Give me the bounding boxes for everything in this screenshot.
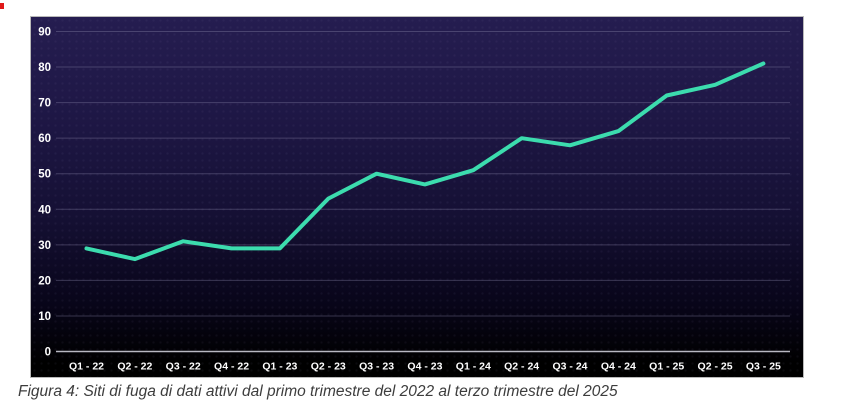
y-tick-label: 60: [38, 133, 51, 145]
x-tick-label: Q1 - 22: [69, 361, 104, 373]
x-tick-label: Q4 - 23: [407, 361, 442, 373]
red-artifact-mark: [0, 3, 4, 9]
y-tick-label: 70: [38, 98, 51, 110]
y-tick-label: 10: [38, 311, 51, 323]
y-tick-label: 20: [38, 275, 51, 287]
figure-caption: Figura 4: Siti di fuga di dati attivi da…: [18, 383, 618, 400]
x-tick-label: Q1 - 25: [649, 361, 684, 373]
x-tick-label: Q3 - 22: [166, 361, 201, 373]
line-chart: 0 10 20 30 40 50 60 70 80 90 Q1 - 22 Q2 - 22 Q3 - 22…: [38, 27, 790, 373]
x-tick-label: Q3 - 25: [746, 361, 781, 373]
x-tick-label: Q2 - 25: [698, 361, 733, 373]
x-tick-label: Q4 - 24: [601, 361, 636, 373]
chart-panel: 0 10 20 30 40 50 60 70 80 90 Q1 - 22 Q2 - 22 Q3 - 22…: [30, 16, 804, 378]
y-tick-label: 30: [38, 240, 51, 252]
x-tick-label: Q2 - 24: [504, 361, 539, 373]
x-tick-label: Q4 - 22: [214, 361, 249, 373]
x-tick-label: Q3 - 24: [552, 361, 587, 373]
x-tick-label: Q3 - 23: [359, 361, 394, 373]
x-tick-label: Q1 - 23: [262, 361, 297, 373]
x-tick-label: Q2 - 22: [117, 361, 152, 373]
x-tick-label: Q2 - 23: [311, 361, 346, 373]
series-line: [84, 61, 766, 262]
x-tick-label: Q1 - 24: [456, 361, 491, 373]
y-tick-label: 50: [38, 169, 51, 181]
y-tick-label: 40: [38, 204, 51, 216]
y-tick-label: 90: [38, 27, 51, 39]
y-tick-label: 0: [45, 347, 51, 359]
y-tick-label: 80: [38, 62, 51, 74]
